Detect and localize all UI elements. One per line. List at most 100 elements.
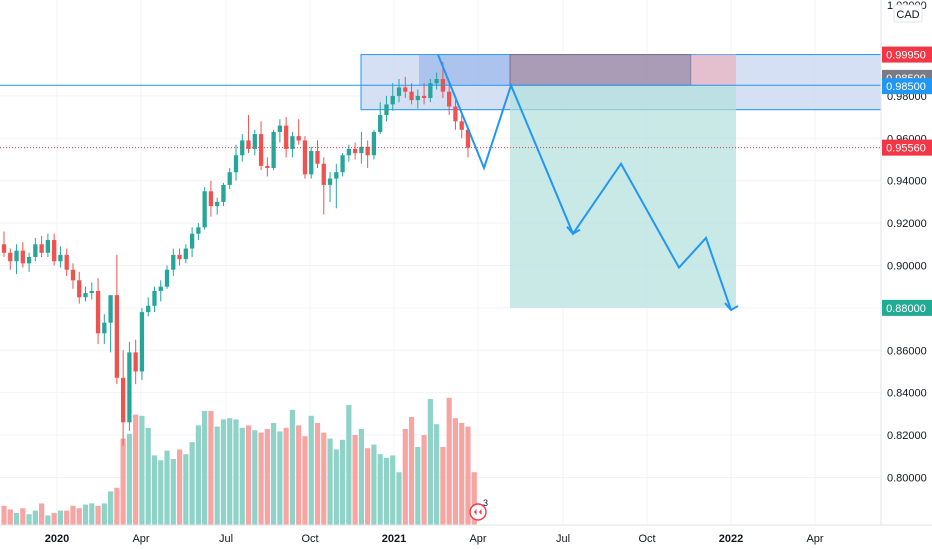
candle-body (384, 104, 389, 115)
currency-label-text: CAD (896, 9, 919, 21)
volume-bar (390, 455, 396, 525)
volume-bar (346, 405, 352, 525)
candle-body (83, 293, 88, 298)
volume-bar (70, 505, 76, 525)
volume-bar (13, 513, 20, 525)
candle-body (52, 240, 57, 262)
time-axis-label: Apr (469, 533, 486, 545)
time-axis-label: Jul (219, 533, 233, 545)
time-axis-label: 2021 (382, 533, 406, 545)
volume-bar (220, 419, 227, 525)
volume-bar (371, 444, 377, 525)
volume-bar (7, 509, 13, 525)
volume-bar (64, 510, 70, 525)
volume-bar (107, 491, 114, 525)
candle-body (265, 165, 270, 168)
candle-body (114, 295, 120, 378)
candle-body (77, 280, 82, 298)
price-axis-tick: 0.82000 (887, 430, 927, 442)
time-axis-label: Apr (132, 533, 149, 545)
volume-bar (51, 513, 57, 525)
candle-body (89, 290, 94, 294)
time-axis-label: 2020 (45, 533, 69, 545)
candle-body (378, 114, 383, 132)
time-axis[interactable]: 2020 Apr Jul Oct 2021 Apr Jul Oct 2022 Apr (45, 533, 824, 545)
volume-bar (402, 429, 408, 525)
volume-bar (39, 503, 45, 525)
volume-bar (82, 504, 89, 525)
candle-body (70, 269, 76, 281)
candle-body (246, 140, 251, 149)
price-badge-stop-text: 0.99950 (886, 50, 926, 62)
candle-body (108, 295, 113, 323)
volume-bar (302, 436, 308, 525)
volume-bar (421, 435, 427, 525)
volume-bar (139, 415, 145, 525)
volume-bar (258, 432, 264, 525)
volume-bar (314, 423, 321, 525)
candle-body (45, 240, 51, 253)
time-axis-label: Oct (301, 533, 318, 545)
candle-body (365, 146, 370, 156)
candle-body (290, 136, 295, 149)
candle-body (227, 172, 232, 185)
replay-badge-count: 3 (483, 498, 488, 508)
volume-bar (195, 425, 201, 525)
candle-body (447, 91, 452, 107)
volume-bar (383, 457, 390, 525)
price-badge-last_price-text: 0.95560 (886, 143, 926, 155)
replay-button[interactable]: 3 (469, 498, 488, 521)
time-axis-label: Oct (638, 533, 655, 545)
replay-icon (469, 503, 487, 521)
candle-body (20, 250, 25, 264)
volume-bar (95, 505, 101, 525)
candle-body (421, 95, 427, 99)
price-axis-tick: 0.84000 (887, 388, 927, 400)
candle-body (453, 106, 458, 122)
projection-arrowhead (566, 226, 581, 235)
price-badge-level_line-text: 0.98500 (886, 81, 926, 93)
projection-arrowhead (724, 302, 739, 312)
candlesticks (1, 61, 471, 446)
candle-body (177, 254, 182, 260)
candle-body (396, 87, 402, 96)
candle-body (139, 312, 145, 372)
volume-bar (283, 427, 289, 525)
candle-body (158, 286, 163, 291)
volume-bar (415, 447, 421, 525)
volume-bar (358, 429, 364, 525)
candle-body (202, 191, 207, 228)
candle-body (409, 91, 414, 101)
short-position-tool[interactable] (419, 54, 736, 308)
projection-path[interactable] (437, 54, 739, 312)
volume-bar (434, 424, 440, 525)
candle-body (258, 134, 264, 166)
volume-bar (327, 438, 333, 525)
replay-arrows-icon (474, 509, 482, 515)
candle-body (120, 377, 126, 423)
candle-body (352, 148, 358, 154)
volume-bar (114, 487, 120, 525)
volume-bar (202, 411, 208, 525)
volume-bar (264, 429, 270, 525)
candle-body (284, 125, 289, 149)
candle-body (465, 129, 471, 148)
currency-label[interactable]: CAD (893, 4, 923, 23)
volume-bar (440, 447, 446, 525)
candle-body (14, 250, 19, 262)
candle-body (233, 155, 239, 173)
candle-body (189, 233, 195, 249)
volume-bar (26, 514, 32, 525)
candle-body (221, 184, 226, 202)
volume-bar (333, 449, 339, 525)
position-target-region (510, 85, 736, 308)
volume-bar (252, 430, 258, 525)
volume-bar (408, 417, 415, 525)
candle-body (296, 136, 301, 141)
volume-bar (151, 455, 158, 525)
candle-body (428, 83, 433, 99)
volume-bar (239, 427, 245, 525)
volume-bar (452, 418, 459, 525)
